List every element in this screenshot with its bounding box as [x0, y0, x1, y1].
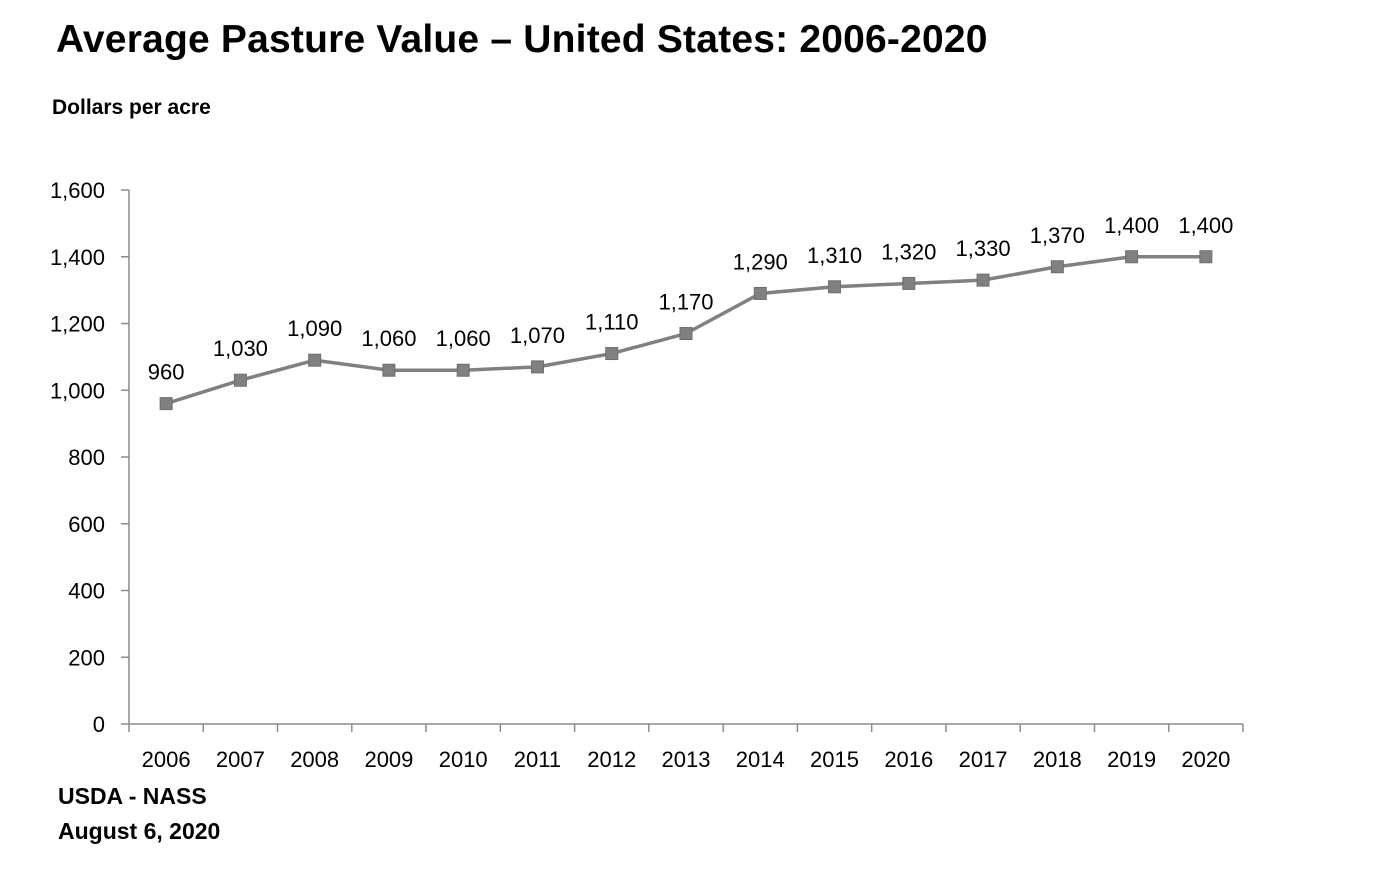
- data-label: 1,090: [287, 316, 342, 341]
- data-point-marker: [902, 276, 916, 290]
- data-point-marker: [382, 363, 396, 377]
- x-tick-label: 2011: [514, 747, 561, 772]
- x-axis-ticks: 2006 2007 2008 2009 2010 2011 2012 2013 2014 2015…: [128, 724, 1244, 772]
- x-tick-label: 2010: [439, 747, 488, 772]
- x-tick-label: 2017: [959, 747, 1008, 772]
- x-tick-label: 2015: [810, 747, 859, 772]
- y-tick-label: 1,400: [50, 245, 105, 270]
- y-axis-label: Dollars per acre: [52, 96, 211, 119]
- data-label: 1,060: [436, 326, 491, 351]
- x-tick-label: 2013: [662, 747, 711, 772]
- chart-title: Average Pasture Value – United States: 2…: [56, 18, 988, 61]
- data-label: 1,310: [807, 243, 862, 268]
- chart-axes: [128, 190, 1243, 725]
- data-label: 1,290: [733, 249, 788, 274]
- source-note: USDA - NASS: [58, 783, 207, 809]
- data-label: 1,370: [1030, 223, 1085, 248]
- data-point-marker: [233, 373, 247, 387]
- data-point-marker: [308, 353, 322, 367]
- x-tick-label: 2014: [736, 747, 785, 772]
- data-label: 1,400: [1104, 213, 1159, 238]
- x-tick-label: 2018: [1033, 747, 1082, 772]
- y-tick-label: 600: [68, 512, 105, 537]
- x-tick-label: 2006: [142, 747, 191, 772]
- x-tick-label: 2020: [1181, 747, 1230, 772]
- data-label: 960: [148, 360, 185, 385]
- x-tick-label: 2008: [290, 747, 339, 772]
- data-point-marker: [976, 273, 990, 287]
- date-note: August 6, 2020: [58, 818, 221, 844]
- x-tick-label: 2016: [884, 747, 933, 772]
- data-point-marker: [159, 397, 173, 411]
- y-tick-label: 800: [68, 445, 105, 470]
- y-tick-label: 1,600: [50, 178, 105, 203]
- y-axis-ticks: 0 200 400 600 800 1,000 1,200 1,400 1,600: [50, 178, 129, 737]
- data-label: 1,170: [658, 290, 713, 315]
- data-point-marker: [1050, 260, 1064, 274]
- y-tick-label: 400: [68, 579, 105, 604]
- data-point-marker: [456, 363, 470, 377]
- x-tick-label: 2012: [587, 747, 636, 772]
- data-label: 1,030: [213, 336, 268, 361]
- data-point-marker: [1199, 250, 1213, 264]
- data-point-marker: [679, 327, 693, 341]
- y-tick-label: 0: [93, 712, 105, 737]
- x-tick-label: 2007: [216, 747, 265, 772]
- data-label: 1,070: [510, 323, 565, 348]
- x-tick-label: 2009: [364, 747, 413, 772]
- data-point-marker: [605, 347, 619, 361]
- data-label: 1,320: [881, 239, 936, 264]
- data-point-marker: [1125, 250, 1139, 264]
- data-label: 1,400: [1178, 213, 1233, 238]
- data-labels: 960 1,030 1,090 1,060 1,060 1,070 1,110 1,170 1,…: [148, 213, 1234, 385]
- y-tick-label: 200: [68, 645, 105, 670]
- y-tick-label: 1,000: [50, 378, 105, 403]
- data-point-marker: [828, 280, 842, 294]
- data-label: 1,110: [585, 310, 638, 335]
- data-point-marker: [530, 360, 544, 374]
- y-tick-label: 1,200: [50, 312, 105, 337]
- data-label: 1,330: [956, 236, 1011, 261]
- data-label: 1,060: [361, 326, 416, 351]
- data-point-marker: [753, 286, 767, 300]
- x-tick-label: 2019: [1107, 747, 1156, 772]
- series-markers: [159, 250, 1213, 411]
